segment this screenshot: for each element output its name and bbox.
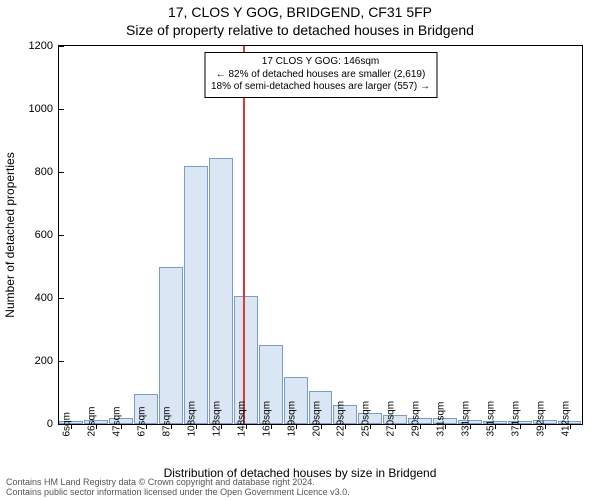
histogram-bar xyxy=(159,267,183,425)
y-tick xyxy=(59,46,64,47)
y-tick-label: 1000 xyxy=(13,103,53,115)
y-tick xyxy=(59,235,64,236)
y-tick xyxy=(59,172,64,173)
y-tick xyxy=(59,109,64,110)
y-tick-label: 1200 xyxy=(13,40,53,52)
marker-line xyxy=(243,46,245,424)
annotation-line2: ← 82% of detached houses are smaller (2,… xyxy=(211,69,430,82)
annotation-line1: 17 CLOS Y GOG: 146sqm xyxy=(211,56,430,69)
chart-title-line2: Size of property relative to detached ho… xyxy=(0,22,600,38)
y-tick-label: 400 xyxy=(13,292,53,304)
chart-container: 17, CLOS Y GOG, BRIDGEND, CF31 5FP Size … xyxy=(0,0,600,500)
y-tick xyxy=(59,298,64,299)
y-tick-label: 600 xyxy=(13,229,53,241)
y-tick-label: 0 xyxy=(13,418,53,430)
chart-title-line1: 17, CLOS Y GOG, BRIDGEND, CF31 5FP xyxy=(0,4,600,20)
footer-line2: Contains public sector information licen… xyxy=(6,488,350,498)
footer-attribution: Contains HM Land Registry data © Crown c… xyxy=(6,478,350,498)
histogram-bar xyxy=(184,166,208,424)
annotation-box: 17 CLOS Y GOG: 146sqm ← 82% of detached … xyxy=(204,52,437,98)
y-tick xyxy=(59,361,64,362)
y-tick-label: 200 xyxy=(13,355,53,367)
histogram-bar xyxy=(209,158,233,424)
y-tick-label: 800 xyxy=(13,166,53,178)
annotation-line3: 18% of semi-detached houses are larger (… xyxy=(211,81,430,94)
plot-area: 17 CLOS Y GOG: 146sqm ← 82% of detached … xyxy=(58,45,583,425)
